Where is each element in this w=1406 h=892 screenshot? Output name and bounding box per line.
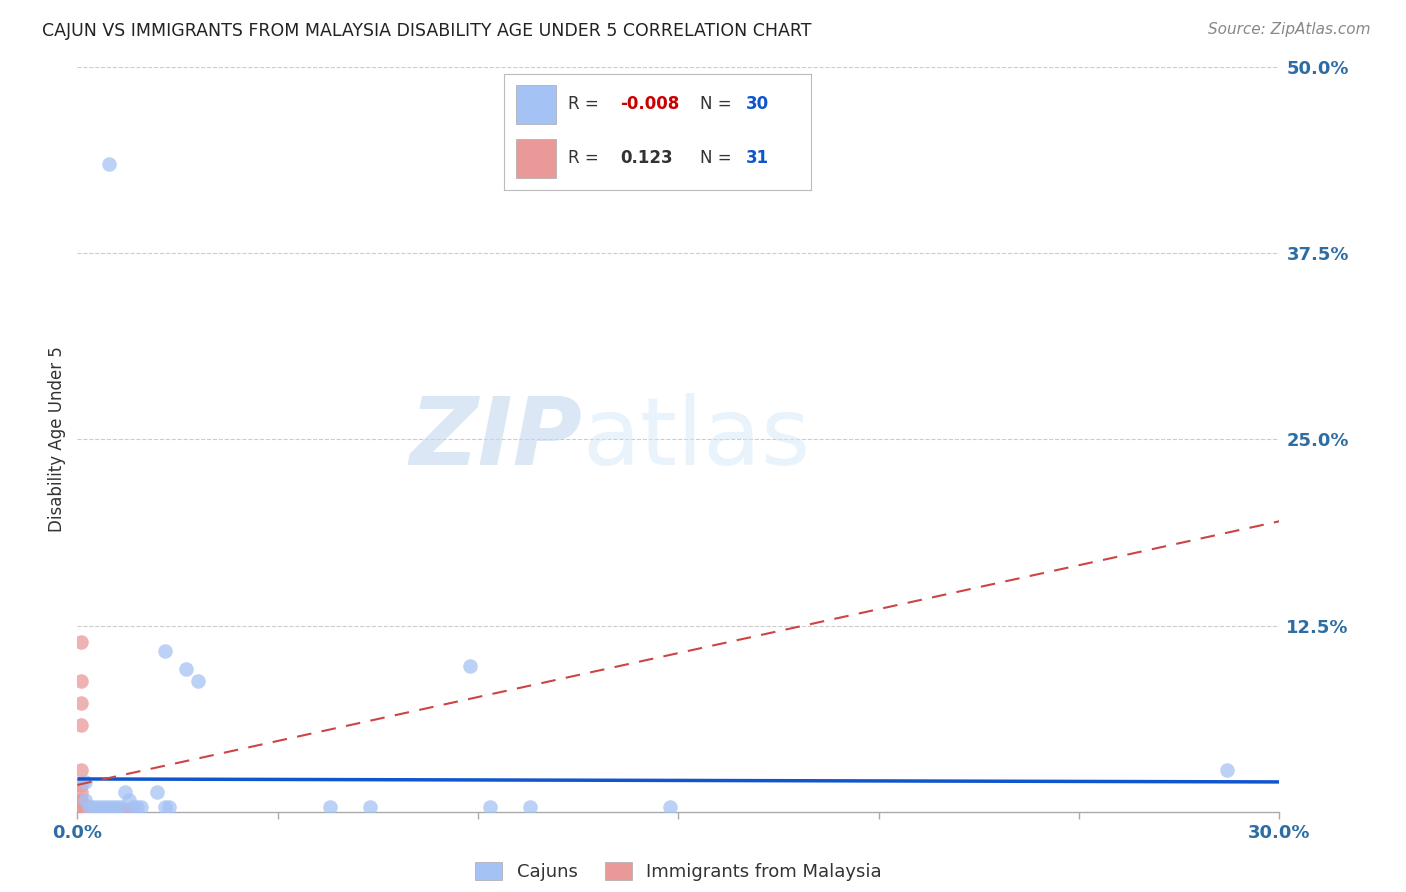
Point xyxy=(70,673,93,688)
Point xyxy=(82,802,104,816)
Point xyxy=(458,658,481,673)
Point xyxy=(187,673,209,688)
Point xyxy=(75,800,97,814)
Point xyxy=(159,800,181,814)
Point xyxy=(90,803,112,817)
Point xyxy=(75,802,97,816)
Point xyxy=(75,775,97,789)
Point xyxy=(70,696,93,710)
Point xyxy=(118,793,141,807)
Point xyxy=(94,800,117,814)
Point xyxy=(70,800,93,814)
Point xyxy=(70,797,93,812)
Point xyxy=(70,778,93,792)
Point xyxy=(86,800,108,814)
Point xyxy=(98,157,121,171)
Point xyxy=(70,803,93,817)
Point xyxy=(98,800,121,814)
Point xyxy=(319,800,342,814)
Point xyxy=(1216,763,1239,777)
Point xyxy=(103,800,125,814)
Point xyxy=(114,803,136,817)
Point xyxy=(82,803,104,817)
Point xyxy=(70,635,93,649)
Point xyxy=(70,718,93,732)
Point xyxy=(70,785,93,799)
Text: Source: ZipAtlas.com: Source: ZipAtlas.com xyxy=(1208,22,1371,37)
Point xyxy=(94,803,117,817)
Point xyxy=(110,803,132,817)
Point xyxy=(86,803,108,817)
Point xyxy=(114,785,136,799)
Point xyxy=(82,800,104,814)
Point xyxy=(174,662,197,676)
Point xyxy=(70,794,93,808)
Text: atlas: atlas xyxy=(582,393,810,485)
Point xyxy=(75,793,97,807)
Point xyxy=(659,800,682,814)
Text: ZIP: ZIP xyxy=(409,393,582,485)
Point xyxy=(86,803,108,817)
Point xyxy=(98,803,121,817)
Point xyxy=(107,800,129,814)
Point xyxy=(359,800,381,814)
Point xyxy=(479,800,502,814)
Text: CAJUN VS IMMIGRANTS FROM MALAYSIA DISABILITY AGE UNDER 5 CORRELATION CHART: CAJUN VS IMMIGRANTS FROM MALAYSIA DISABI… xyxy=(42,22,811,40)
Point xyxy=(155,800,177,814)
Point xyxy=(118,803,141,817)
Point xyxy=(79,800,101,814)
Point xyxy=(131,800,153,814)
Point xyxy=(155,644,177,658)
Point xyxy=(127,800,149,814)
Y-axis label: Disability Age Under 5: Disability Age Under 5 xyxy=(48,346,66,533)
Point xyxy=(103,803,125,817)
Point xyxy=(107,803,129,817)
Point xyxy=(75,798,97,813)
Point xyxy=(519,800,541,814)
Point xyxy=(79,802,101,816)
Point xyxy=(110,800,132,814)
Point xyxy=(70,793,93,807)
Legend: Cajuns, Immigrants from Malaysia: Cajuns, Immigrants from Malaysia xyxy=(468,855,889,888)
Point xyxy=(79,800,101,814)
Point xyxy=(70,802,93,816)
Point xyxy=(90,800,112,814)
Point xyxy=(122,800,145,814)
Point xyxy=(70,763,93,777)
Point xyxy=(146,785,169,799)
Point xyxy=(70,800,93,814)
